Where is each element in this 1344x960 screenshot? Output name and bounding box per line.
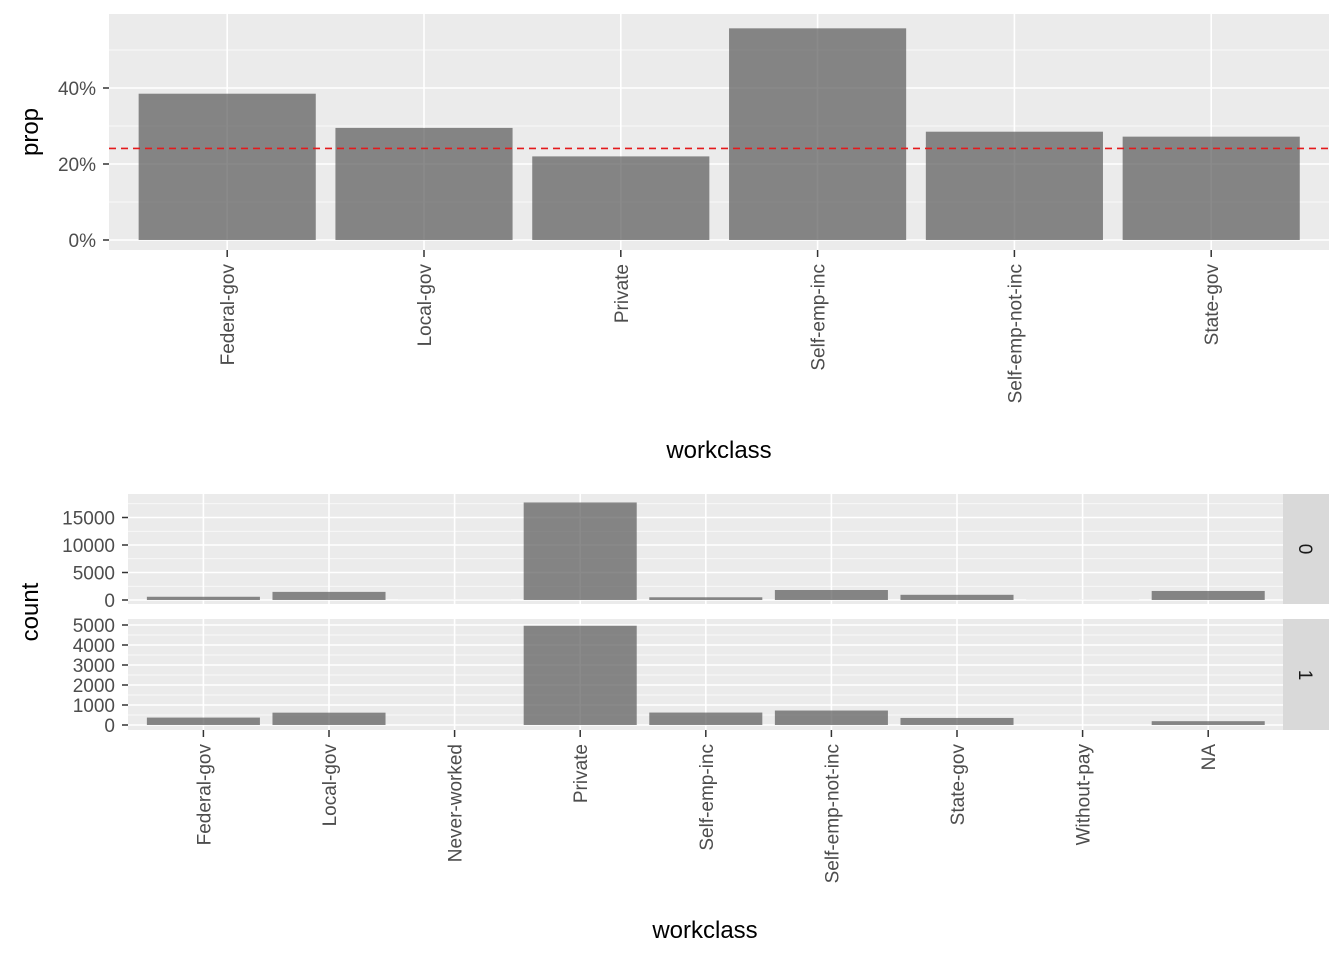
count-bar-0-self-emp-not-inc bbox=[774, 590, 888, 600]
proportion-chart: 0% 20% 40% Federal-gov Local-gov Private Self… bbox=[17, 14, 1329, 464]
count-x-axis: Federal-gov Local-gov Never-worked Private S… bbox=[194, 730, 1220, 883]
count-y-tick-label: 0 bbox=[104, 716, 115, 737]
proportion-bar-local-gov bbox=[335, 127, 513, 240]
count-y-tick-label: 5000 bbox=[73, 616, 115, 637]
proportion-bar-private bbox=[532, 156, 710, 240]
count-bar-1-local-gov bbox=[272, 712, 386, 725]
proportion-x-axis: Federal-gov Local-gov Private Self-emp-inc S… bbox=[218, 250, 1223, 403]
count-bar-0-private bbox=[523, 502, 637, 600]
count-x-tick-label: Never-worked bbox=[446, 744, 467, 862]
count-bar-1-na bbox=[1151, 721, 1265, 725]
proportion-y-tick-label: 0% bbox=[69, 231, 97, 252]
count-bar-1-state-gov bbox=[900, 717, 1014, 725]
proportion-x-tick-label: Self-emp-inc bbox=[809, 264, 830, 371]
count-y-tick-label: 5000 bbox=[73, 564, 115, 585]
count-y-axis-title: count bbox=[17, 582, 44, 641]
proportion-bars bbox=[138, 28, 1300, 241]
count-x-tick-label: Self-emp-inc bbox=[697, 744, 718, 851]
count-bar-1-self-emp-inc bbox=[649, 712, 763, 725]
count-bar-1-self-emp-not-inc bbox=[774, 710, 888, 725]
count-x-tick-label: Federal-gov bbox=[194, 744, 215, 846]
proportion-x-axis-title: workclass bbox=[665, 437, 771, 464]
count-y-tick-label: 4000 bbox=[73, 636, 115, 657]
count-x-tick-label: Without-pay bbox=[1074, 744, 1095, 846]
facet-strip-0 bbox=[1283, 494, 1329, 604]
count-x-tick-label: NA bbox=[1199, 744, 1220, 771]
count-bars bbox=[146, 502, 1265, 725]
count-x-tick-label: Private bbox=[571, 744, 592, 803]
proportion-x-tick-label: Self-emp-not-inc bbox=[1005, 264, 1026, 403]
facet-strip-label-1: 1 bbox=[1294, 670, 1315, 681]
count-bar-0-self-emp-inc bbox=[649, 597, 763, 600]
proportion-y-axis: 0% 20% 40% bbox=[58, 79, 109, 252]
count-bar-1-private bbox=[523, 625, 637, 725]
facet-strip-label-0: 0 bbox=[1294, 544, 1315, 555]
count-x-tick-label: Self-emp-not-inc bbox=[822, 744, 843, 883]
proportion-bar-state-gov bbox=[1122, 136, 1300, 240]
count-y-tick-label: 10000 bbox=[62, 536, 115, 557]
count-x-tick-label: State-gov bbox=[948, 744, 969, 826]
count-bar-1-federal-gov bbox=[146, 717, 260, 725]
count-bar-0-state-gov bbox=[900, 594, 1014, 600]
proportion-x-tick-label: State-gov bbox=[1202, 264, 1223, 346]
proportion-bar-self-emp-not-inc bbox=[925, 131, 1103, 240]
proportion-bar-self-emp-inc bbox=[729, 28, 907, 241]
proportion-x-tick-label: Local-gov bbox=[415, 264, 436, 347]
count-bar-0-na bbox=[1151, 590, 1265, 600]
count-y-tick-label: 1000 bbox=[73, 696, 115, 717]
count-x-axis-title: workclass bbox=[651, 917, 757, 944]
count-y-tick-label: 15000 bbox=[62, 509, 115, 530]
count-bar-0-local-gov bbox=[272, 591, 386, 600]
proportion-y-tick-label: 40% bbox=[58, 79, 96, 100]
count-y-tick-label: 3000 bbox=[73, 656, 115, 677]
count-y-tick-label: 0 bbox=[104, 591, 115, 612]
proportion-x-tick-label: Private bbox=[612, 264, 633, 323]
count-bar-0-federal-gov bbox=[146, 596, 260, 600]
proportion-y-tick-label: 20% bbox=[58, 155, 96, 176]
proportion-x-tick-label: Federal-gov bbox=[218, 264, 239, 366]
count-x-tick-label: Local-gov bbox=[320, 744, 341, 827]
proportion-y-axis-title: prop bbox=[17, 108, 44, 156]
proportion-bar-federal-gov bbox=[138, 93, 316, 240]
count-y-tick-label: 2000 bbox=[73, 676, 115, 697]
facet-strip-1 bbox=[1283, 619, 1329, 730]
